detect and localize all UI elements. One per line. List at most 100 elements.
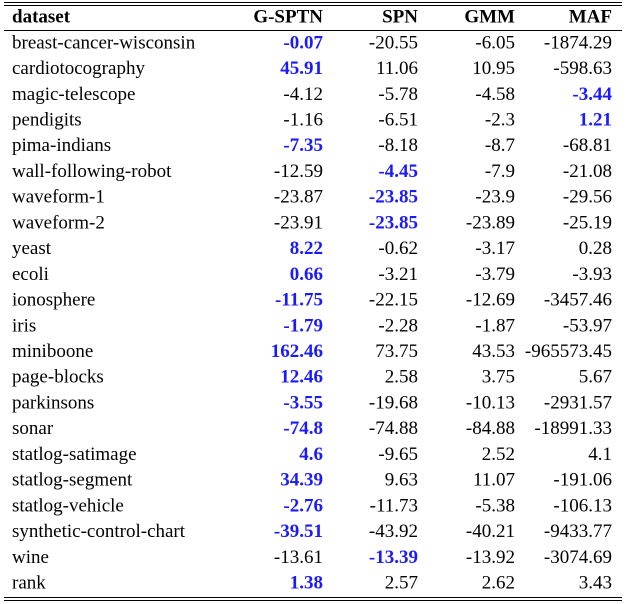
cell-value: 2.52 <box>482 444 515 465</box>
dataset-name: page-blocks <box>12 367 104 388</box>
dataset-name: ionosphere <box>12 290 95 311</box>
cell-value: -6.51 <box>378 110 418 131</box>
best-value: 162.46 <box>271 341 323 362</box>
best-value: -13.39 <box>369 547 418 568</box>
dataset-name: parkinsons <box>12 392 94 413</box>
best-value: 4.6 <box>299 444 323 465</box>
cell-value: 5.67 <box>579 367 612 388</box>
cell-value: -1.16 <box>283 110 323 131</box>
cell-value: 43.53 <box>472 341 515 362</box>
cell-value: -4.58 <box>475 84 515 105</box>
cell-value: -19.68 <box>369 392 418 413</box>
column-header: dataset <box>12 6 71 27</box>
cell-value: -23.91 <box>274 212 323 233</box>
cell-value: 3.43 <box>579 572 612 593</box>
cell-value: -1.87 <box>475 315 515 336</box>
cell-value: 2.62 <box>482 572 515 593</box>
cell-value: -5.78 <box>378 84 418 105</box>
cell-value: 3.75 <box>482 367 515 388</box>
dataset-name: statlog-segment <box>12 470 133 491</box>
cell-value: -25.19 <box>563 212 612 233</box>
cell-value: -6.05 <box>475 32 515 53</box>
cell-value: -13.92 <box>466 547 515 568</box>
cell-value: -74.88 <box>369 418 418 439</box>
dataset-name: iris <box>12 315 36 336</box>
best-value: -2.76 <box>283 495 323 516</box>
best-value: -23.85 <box>369 212 418 233</box>
cell-value: -2.28 <box>378 315 418 336</box>
dataset-name: pima-indians <box>12 135 111 156</box>
cell-value: -53.97 <box>563 315 612 336</box>
best-value: -23.85 <box>369 187 418 208</box>
cell-value: -3.17 <box>475 238 515 259</box>
cell-value: -12.69 <box>466 290 515 311</box>
cell-value: -965573.45 <box>525 341 612 362</box>
cell-value: -23.9 <box>475 187 515 208</box>
best-value: 1.38 <box>290 572 323 593</box>
best-value: 12.46 <box>280 367 323 388</box>
cell-value: 9.63 <box>385 470 418 491</box>
cell-value: -5.38 <box>475 495 515 516</box>
best-value: -7.35 <box>283 135 323 156</box>
cell-value: -8.7 <box>485 135 515 156</box>
best-value: 0.66 <box>290 264 323 285</box>
cell-value: -12.59 <box>274 161 323 182</box>
dataset-name: waveform-2 <box>12 212 105 233</box>
cell-value: -7.9 <box>485 161 515 182</box>
best-value: 1.21 <box>579 110 612 131</box>
dataset-name: yeast <box>12 238 52 259</box>
dataset-name: miniboone <box>12 341 93 362</box>
cell-value: -18991.33 <box>534 418 612 439</box>
dataset-name: statlog-satimage <box>12 444 137 465</box>
best-value: -11.75 <box>275 290 323 311</box>
best-value: -1.79 <box>283 315 323 336</box>
cell-value: -9433.77 <box>544 521 612 542</box>
best-value: -39.51 <box>274 521 323 542</box>
best-value: 34.39 <box>280 470 323 491</box>
cell-value: -13.61 <box>274 547 323 568</box>
dataset-name: statlog-vehicle <box>12 495 124 516</box>
cell-value: -23.87 <box>274 187 323 208</box>
column-header: GMM <box>464 6 515 27</box>
cell-value: -2.3 <box>485 110 515 131</box>
dataset-name: wine <box>12 547 49 568</box>
cell-value: -22.15 <box>369 290 418 311</box>
dataset-name: ecoli <box>12 264 49 285</box>
cell-value: -3.21 <box>378 264 418 285</box>
cell-value: -40.21 <box>466 521 515 542</box>
cell-value: -598.63 <box>553 58 612 79</box>
cell-value: -29.56 <box>563 187 612 208</box>
column-header: MAF <box>569 6 612 27</box>
cell-value: -23.89 <box>466 212 515 233</box>
dataset-name: breast-cancer-wisconsin <box>12 32 196 53</box>
column-header: G-SPTN <box>253 6 323 27</box>
best-value: -4.45 <box>378 161 418 182</box>
column-header: SPN <box>382 6 418 27</box>
dataset-name: synthetic-control-chart <box>12 521 186 542</box>
best-value: -3.55 <box>283 392 323 413</box>
dataset-name: magic-telescope <box>12 84 135 105</box>
best-value: -3.44 <box>572 84 612 105</box>
cell-value: 0.28 <box>579 238 612 259</box>
dataset-name: wall-following-robot <box>12 161 172 182</box>
dataset-name: sonar <box>12 418 54 439</box>
cell-value: -10.13 <box>466 392 515 413</box>
cell-value: -2931.57 <box>544 392 612 413</box>
cell-value: 2.57 <box>385 572 418 593</box>
cell-value: 4.1 <box>588 444 612 465</box>
dataset-name: rank <box>12 572 46 593</box>
cell-value: -1874.29 <box>544 32 612 53</box>
cell-value: 2.58 <box>385 367 418 388</box>
cell-value: -4.12 <box>283 84 323 105</box>
dataset-name: pendigits <box>12 110 82 131</box>
best-value: -0.07 <box>283 32 323 53</box>
cell-value: -43.92 <box>369 521 418 542</box>
best-value: 45.91 <box>280 58 323 79</box>
best-value: 8.22 <box>290 238 323 259</box>
cell-value: -3.93 <box>572 264 612 285</box>
cell-value: 73.75 <box>375 341 418 362</box>
cell-value: -3457.46 <box>544 290 612 311</box>
best-value: -74.8 <box>283 418 323 439</box>
cell-value: -0.62 <box>378 238 418 259</box>
